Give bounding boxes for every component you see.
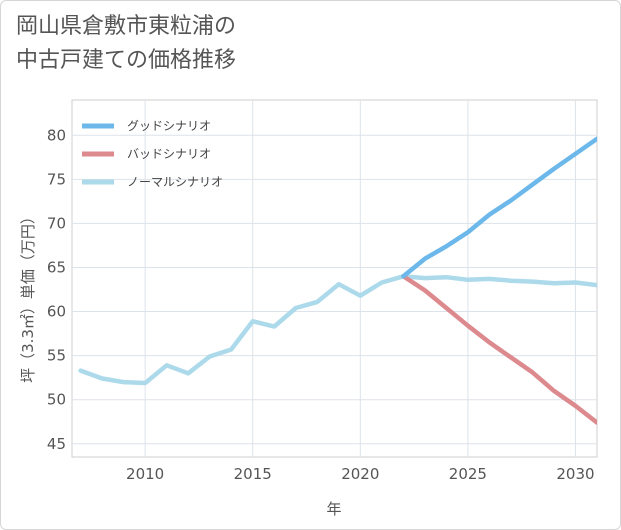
series-line-good: [401, 136, 597, 279]
legend-label-normal: ノーマルシナリオ: [127, 175, 223, 189]
y-tick-label: 75: [47, 170, 66, 188]
y-tick-label: 45: [47, 435, 66, 453]
tick-layer: 2010 2015 2020 2025 2030 45 50 55 60 65 70 75 80: [47, 126, 595, 483]
x-tick-label: 2025: [449, 465, 487, 483]
y-tick-label: 55: [47, 347, 66, 365]
x-tick-label: 2020: [341, 465, 379, 483]
x-axis-title: 年: [326, 500, 341, 518]
y-tick-label: 50: [47, 391, 66, 409]
y-tick-label: 60: [47, 303, 66, 321]
chart-title: 岡山県倉敷市東粒浦の 中古戸建ての価格推移: [16, 10, 236, 78]
y-tick-label: 65: [47, 258, 66, 276]
x-tick-label: 2030: [556, 465, 594, 483]
grid-lines: [72, 100, 597, 457]
series-layer: [78, 136, 597, 425]
y-tick-label: 80: [47, 126, 66, 144]
legend-label-good: グッドシナリオ: [127, 119, 211, 133]
x-tick-label: 2010: [126, 465, 164, 483]
series-line-normal: [78, 274, 597, 386]
x-tick-label: 2015: [234, 465, 272, 483]
title-line-1: 岡山県倉敷市東粒浦の: [16, 14, 237, 39]
y-tick-label: 70: [47, 214, 66, 232]
legend-label-bad: バッドシナリオ: [127, 147, 211, 161]
y-axis-title: 坪（3.3㎡）単価（万円）: [19, 209, 37, 383]
title-line-2: 中古戸建ての価格推移: [16, 48, 237, 73]
series-line-bad: [401, 274, 597, 425]
